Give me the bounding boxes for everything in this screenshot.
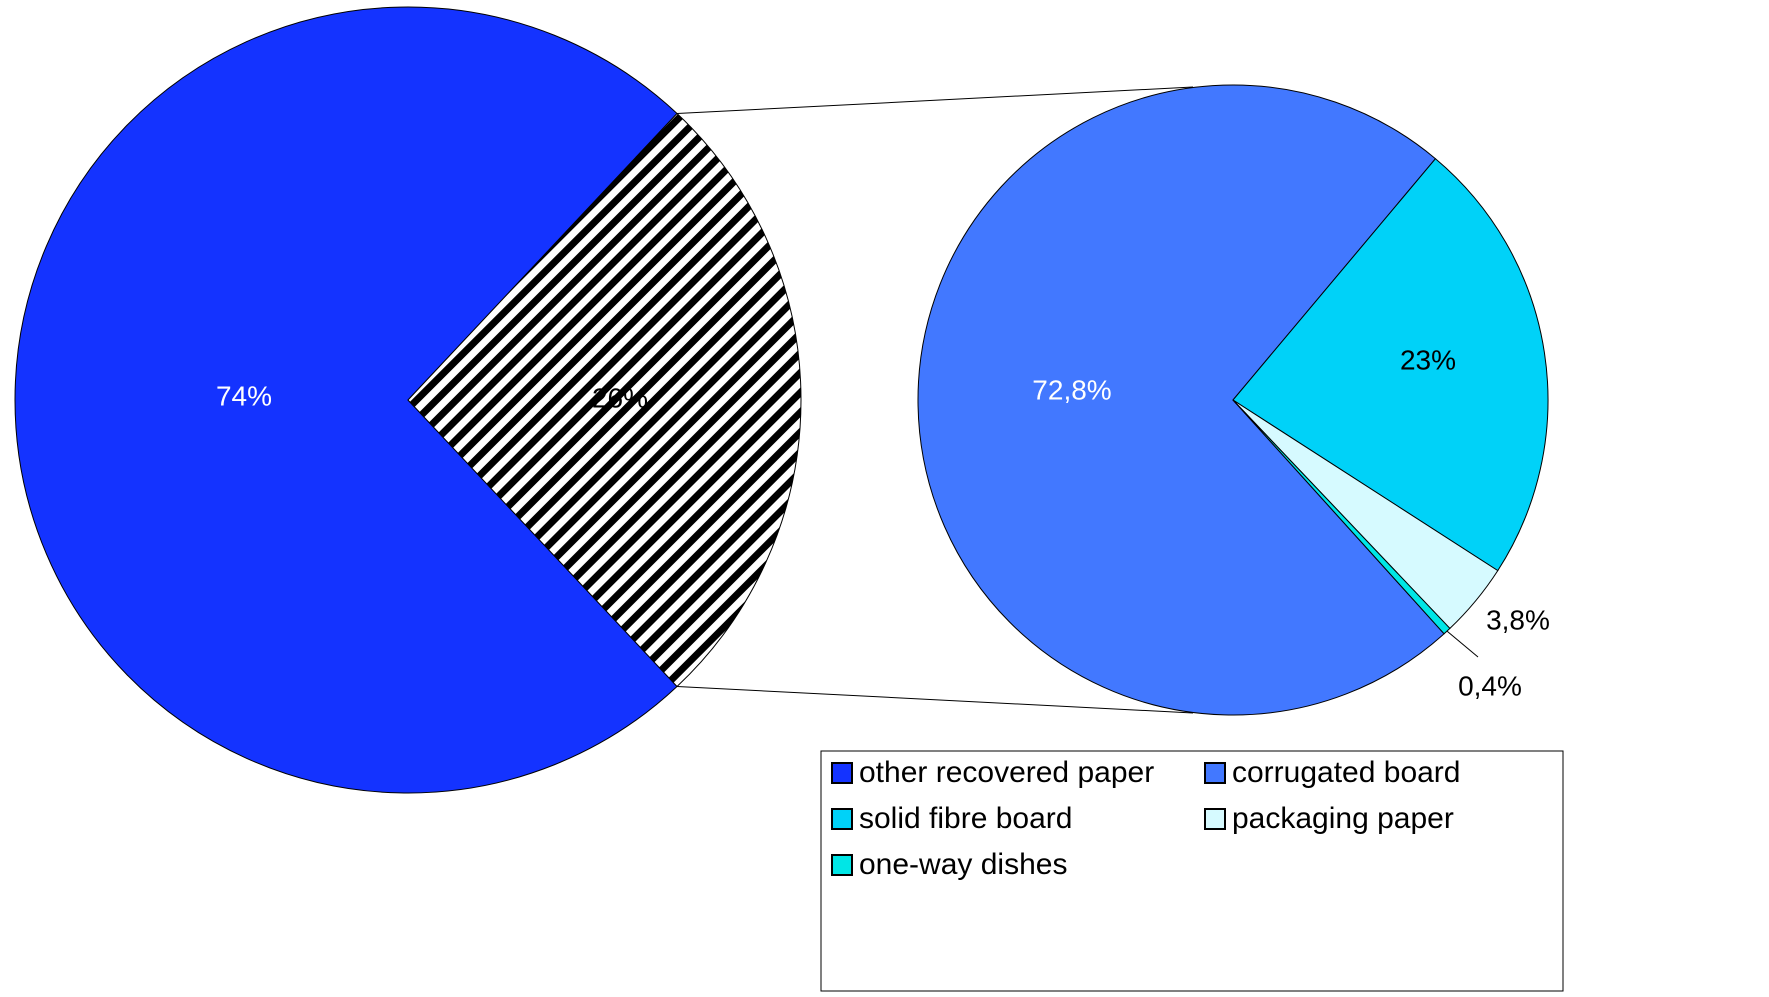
data-labels: 74% 26% 72,8% 23% 3,8% 0,4% bbox=[216, 344, 1550, 701]
main-pie-slice-split-off bbox=[407, 112, 802, 688]
secondary-pie-slice-corrugated-board bbox=[917, 84, 1445, 716]
legend-label-packaging-paper: packaging paper bbox=[1232, 802, 1454, 835]
legend-label-one-way-dishes: one-way dishes bbox=[859, 848, 1067, 881]
legend-label-corrugated-board: corrugated board bbox=[1232, 756, 1461, 789]
leader-line-one-way-dishes bbox=[1446, 630, 1479, 658]
legend-swatch-other-recovered-paper bbox=[831, 762, 853, 784]
data-label-other-recovered-paper: 74% bbox=[216, 380, 272, 411]
connector-line-bottom bbox=[677, 685, 1194, 714]
data-label-solid-fibre-board: 23% bbox=[1400, 344, 1456, 375]
legend-box bbox=[820, 750, 1564, 992]
secondary-pie-slice-solid-fibre-board bbox=[1232, 157, 1549, 572]
data-label-one-way-dishes: 0,4% bbox=[1458, 670, 1522, 701]
secondary-pie bbox=[917, 84, 1549, 716]
connector-lines bbox=[677, 86, 1194, 714]
legend-swatch-one-way-dishes bbox=[831, 854, 853, 876]
data-label-corrugated-board: 72,8% bbox=[1032, 374, 1111, 405]
main-pie bbox=[14, 6, 802, 794]
connector-line-top bbox=[677, 86, 1194, 115]
legend-label-other-recovered-paper: other recovered paper bbox=[859, 756, 1154, 789]
legend-swatch-solid-fibre-board bbox=[831, 808, 853, 830]
legend-swatch-corrugated-board bbox=[1204, 762, 1226, 784]
data-label-packaging-paper: 3,8% bbox=[1486, 604, 1550, 635]
legend-label-solid-fibre-board: solid fibre board bbox=[859, 802, 1072, 835]
legend: other recovered paper corrugated board sol… bbox=[820, 750, 1564, 992]
legend-swatch-packaging-paper bbox=[1204, 808, 1226, 830]
data-label-split-off: 26% bbox=[592, 382, 648, 413]
main-pie-slice-other-recovered-paper bbox=[14, 6, 678, 794]
